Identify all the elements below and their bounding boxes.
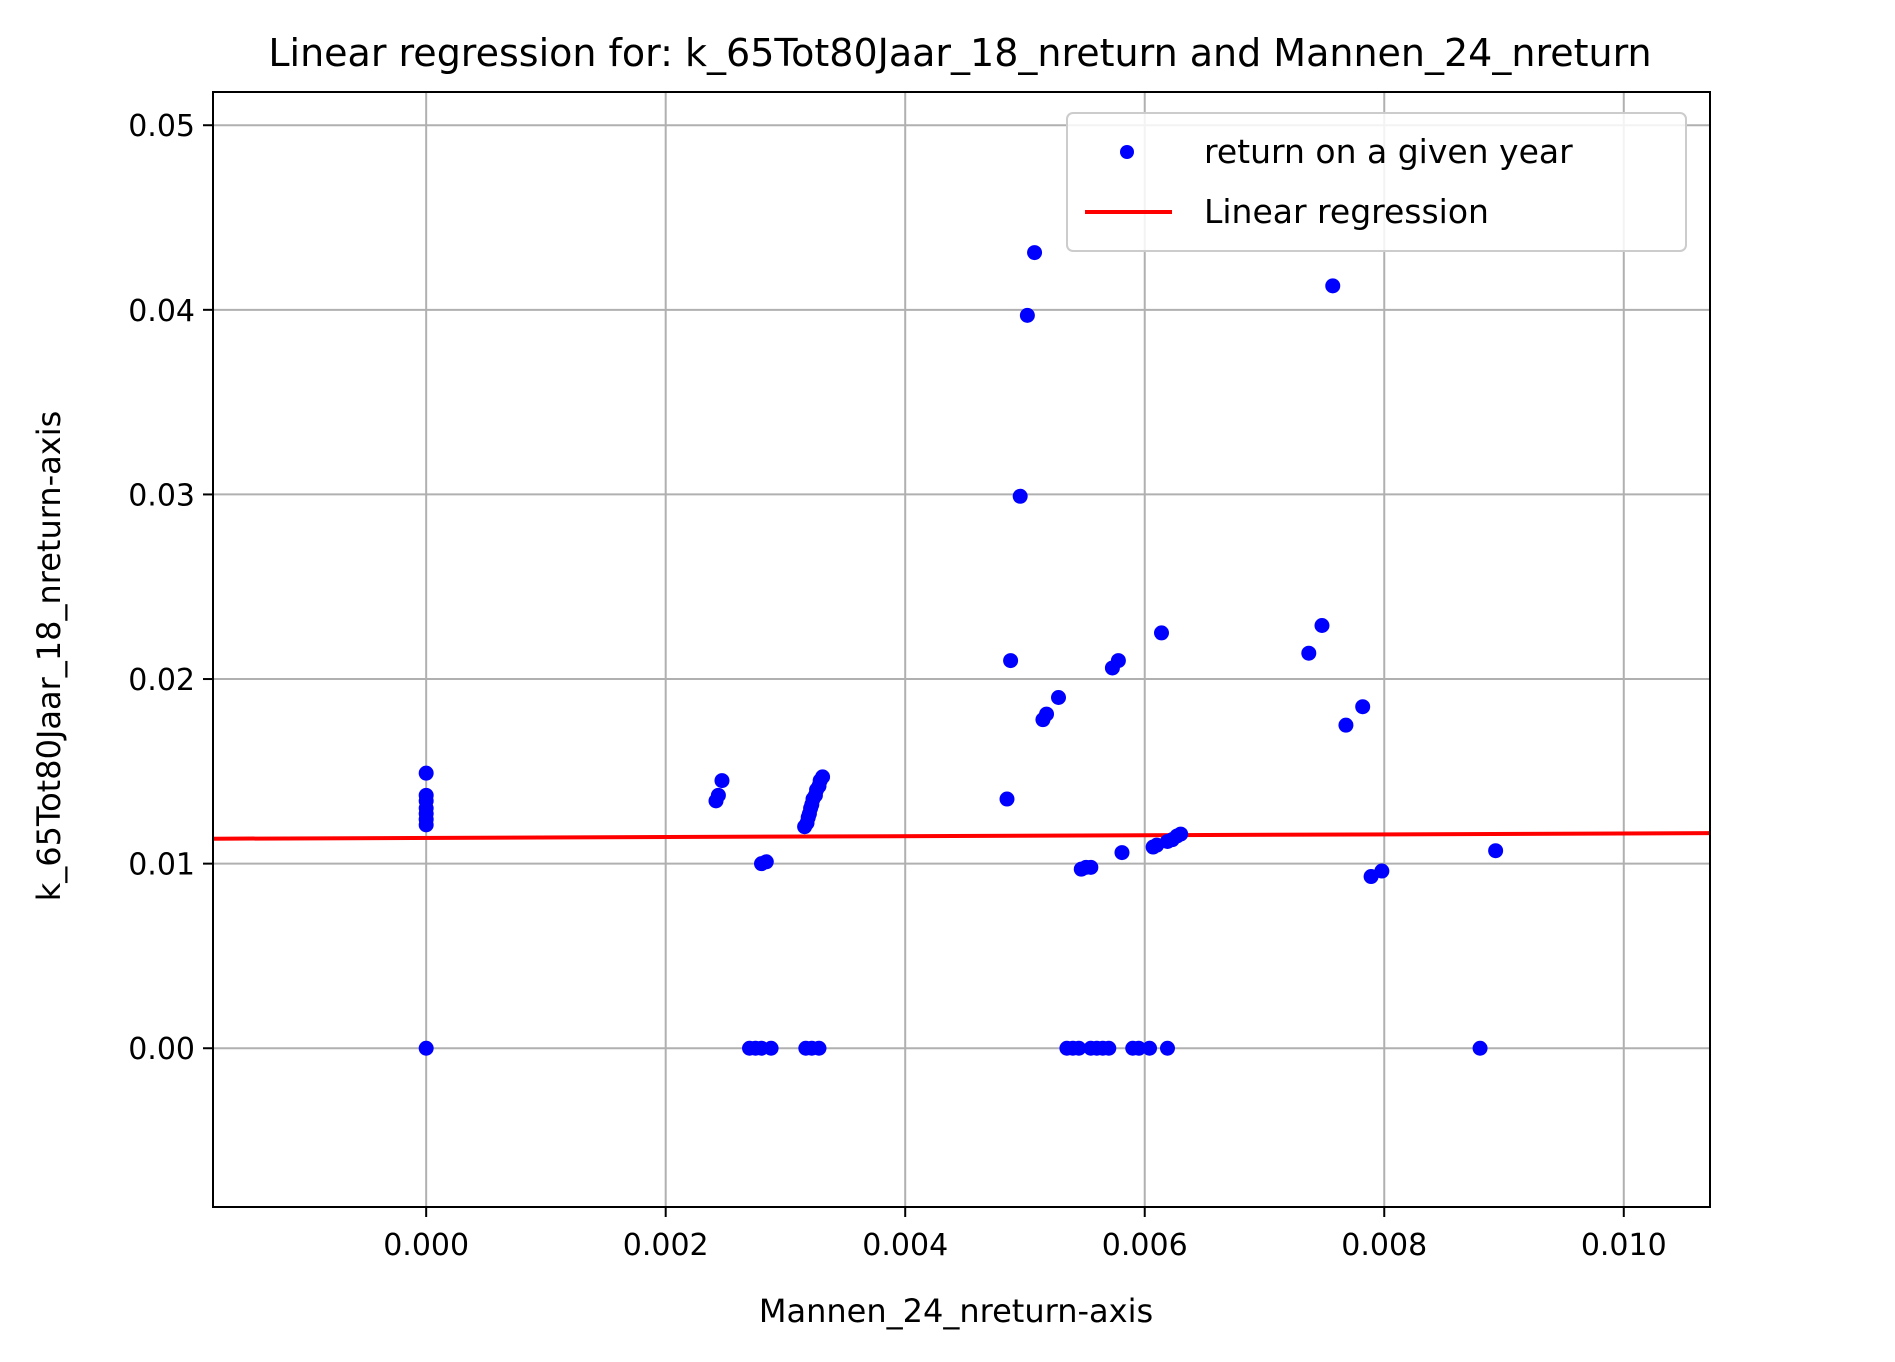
y-axis-label: k_65Tot80Jaar_18_nreturn-axis: [30, 411, 68, 902]
x-tick-label: 0.010: [1581, 1228, 1667, 1263]
data-point: [1012, 488, 1028, 504]
y-axis-ticks: 0.00 0.01 0.02 0.03 0.04 0.05: [128, 109, 213, 1067]
data-point: [714, 773, 730, 789]
y-tick-label: 0.02: [128, 663, 195, 698]
data-point: [1325, 278, 1341, 294]
x-tick-label: 0.000: [383, 1228, 469, 1263]
data-point: [1110, 653, 1126, 669]
legend-box: [1066, 112, 1687, 252]
plot-area-frame: [212, 91, 1711, 1208]
data-point: [1039, 706, 1055, 722]
data-point: [418, 1040, 434, 1056]
regression-line-layer: [213, 831, 1710, 841]
x-tick-label: 0.002: [623, 1228, 709, 1263]
legend-label-line: Linear regression: [1204, 192, 1489, 231]
data-point: [1159, 1040, 1175, 1056]
data-point: [1338, 717, 1354, 733]
data-point: [1173, 826, 1189, 842]
regression-line: [213, 831, 1710, 841]
data-point: [1083, 859, 1099, 875]
data-point: [1114, 845, 1130, 861]
data-point: [815, 769, 831, 785]
data-point: [1488, 843, 1504, 859]
data-point: [1355, 699, 1371, 715]
data-point: [1374, 863, 1390, 879]
legend-marker-points: [1120, 145, 1134, 159]
grid-lines: [213, 92, 1710, 1207]
data-point: [1142, 1040, 1158, 1056]
legend: return on a given year Linear regression: [1066, 112, 1687, 252]
data-point: [999, 791, 1015, 807]
data-point: [710, 787, 726, 803]
data-point: [418, 765, 434, 781]
legend-label-points: return on a given year: [1204, 132, 1573, 171]
data-point: [1301, 645, 1317, 661]
y-tick-label: 0.00: [128, 1032, 195, 1067]
data-point: [1019, 307, 1035, 323]
data-point: [1051, 689, 1067, 705]
data-point: [1153, 625, 1169, 641]
data-point: [1314, 618, 1330, 634]
y-tick-label: 0.03: [128, 478, 195, 513]
data-point: [1131, 1040, 1147, 1056]
y-tick-label: 0.01: [128, 848, 195, 883]
data-point: [811, 1040, 827, 1056]
x-tick-label: 0.004: [862, 1228, 948, 1263]
x-tick-label: 0.006: [1102, 1228, 1188, 1263]
scatter-points: [418, 245, 1504, 1056]
x-tick-label: 0.008: [1341, 1228, 1427, 1263]
data-point: [1003, 653, 1019, 669]
x-axis-ticks: 0.000 0.002 0.004 0.006 0.008 0.010: [383, 1207, 1667, 1263]
data-point: [1101, 1040, 1117, 1056]
data-point: [763, 1040, 779, 1056]
data-point: [1027, 245, 1043, 261]
chart-title: Linear regression for: k_65Tot80Jaar_18_…: [268, 31, 1651, 75]
y-tick-label: 0.04: [128, 294, 195, 329]
data-point: [758, 854, 774, 870]
data-point: [418, 817, 434, 833]
x-axis-label: Mannen_24_nreturn-axis: [759, 1292, 1153, 1330]
data-point: [1472, 1040, 1488, 1056]
data-point: [1071, 1040, 1087, 1056]
y-tick-label: 0.05: [128, 109, 195, 144]
